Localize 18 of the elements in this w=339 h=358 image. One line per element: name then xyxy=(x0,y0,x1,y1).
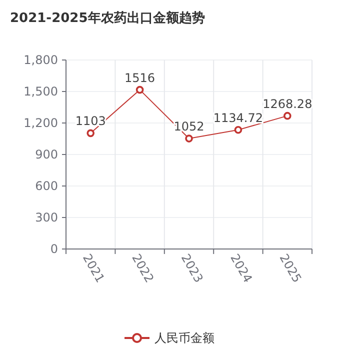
y-tick-label: 0 xyxy=(50,242,58,256)
y-tick-label: 1,200 xyxy=(24,116,58,130)
point xyxy=(284,112,292,120)
data-label: 1134.72 xyxy=(213,110,264,125)
y-tick-label: 900 xyxy=(35,148,58,162)
data-label: 1103 xyxy=(75,114,106,128)
point xyxy=(234,126,242,134)
y-tick-label: 300 xyxy=(35,210,58,225)
point xyxy=(86,129,94,138)
y-tick-label: 1,500 xyxy=(24,84,58,99)
data-label: 1516 xyxy=(124,70,156,85)
data-label: 1268.28 xyxy=(262,96,312,111)
y-tick-label: 1,800 xyxy=(24,53,58,68)
y-tick-label: 600 xyxy=(35,179,58,194)
point xyxy=(185,134,193,142)
legend-label: 人民币金额 xyxy=(154,331,214,346)
point xyxy=(136,86,144,94)
chart-title: 2021-2025年农药出口金额趋势 xyxy=(10,10,205,26)
